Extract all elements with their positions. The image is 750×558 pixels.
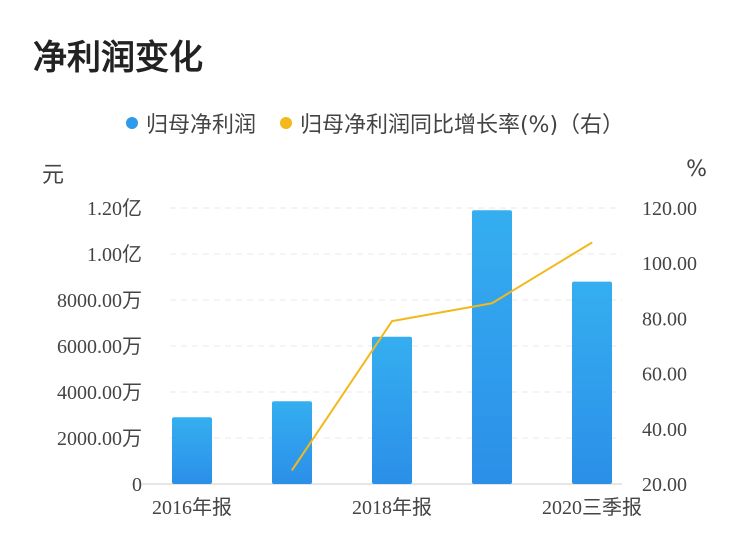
chart-title: 净利润变化 [33,38,203,78]
bar-net-profit [272,401,312,484]
point-growth-rate [591,242,593,243]
right-tick-label: 40.00 [642,419,687,441]
legend: 归母净利润 归母净利润同比增长率(%)（右） [0,108,750,138]
legend-dot-growth-rate [279,117,292,129]
right-tick-label: 60.00 [642,364,687,386]
right-tick-label: 120.00 [642,198,697,220]
bar-net-profit [172,417,212,484]
left-tick-label: 8000.00万 [57,290,142,312]
left-tick-label: 1.20亿 [87,197,142,220]
bar-net-profit [572,281,612,484]
x-tick-label: 2018年报 [352,496,432,519]
legend-dot-net-profit [125,117,138,129]
left-tick-label: 1.00亿 [87,243,142,266]
right-tick-label: 80.00 [642,308,687,330]
point-growth-rate [491,302,493,304]
point-growth-rate [391,320,393,322]
left-axis-unit: 元 [42,163,65,188]
right-tick-label: 100.00 [642,253,697,275]
legend-label-net-profit: 归母净利润 [145,113,256,138]
left-tick-label: 0 [132,474,142,496]
legend-item-net-profit: 归母净利润 [125,107,256,139]
right-axis-unit: % [686,157,707,182]
left-tick-label: 2000.00万 [57,428,142,450]
left-tick-label: 4000.00万 [57,382,142,404]
point-growth-rate [291,469,293,471]
bar-net-profit [372,336,412,484]
legend-label-growth-rate: 归母净利润同比增长率(%)（右） [299,113,625,138]
x-tick-label: 2016年报 [152,496,232,519]
x-tick-label: 2020三季报 [542,496,642,519]
left-tick-label: 6000.00万 [57,336,142,358]
bar-net-profit [472,210,512,485]
line-growth-rate [291,241,593,471]
right-tick-label: 20.00 [642,474,687,496]
legend-item-growth-rate: 归母净利润同比增长率(%)（右） [279,107,625,139]
